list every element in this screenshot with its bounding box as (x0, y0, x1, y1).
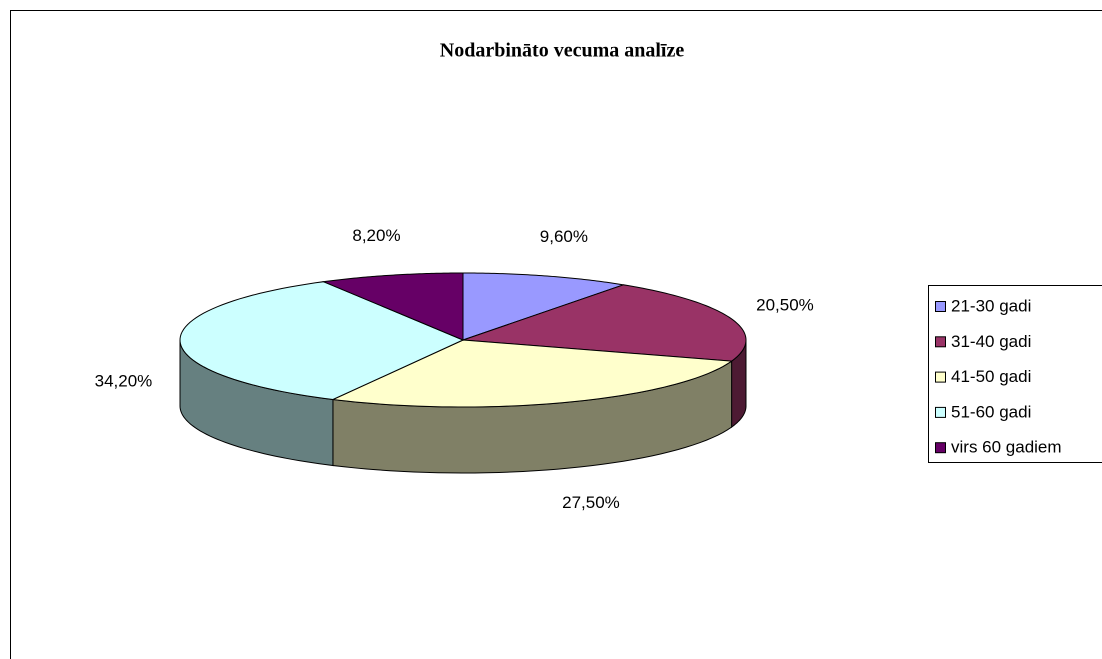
data-labels: 9,60% 20,50% 27,50% 34,20% 8,20% (95, 226, 814, 512)
legend-label: 21-30 gadi (951, 296, 1031, 315)
legend: 21-30 gadi 31-40 gadi 41-50 gadi 51-60 gadi… (935, 296, 1062, 457)
legend-swatch (935, 442, 946, 454)
data-label: 34,20% (95, 372, 153, 391)
legend-label: 51-60 gadi (951, 402, 1031, 421)
pie-tops (179, 272, 747, 408)
data-label: 8,20% (352, 226, 400, 245)
legend-swatch (935, 301, 946, 312)
legend-label: 31-40 gadi (951, 332, 1031, 351)
data-label: 27,50% (562, 493, 620, 512)
pie-sides (179, 339, 747, 474)
legend-swatch (935, 406, 946, 418)
legend-box (928, 285, 1102, 463)
data-label: 20,50% (756, 295, 814, 314)
pie-slice (462, 272, 624, 341)
chart-title: Nodarbināto vecuma analīze (440, 40, 685, 62)
data-label: 9,60% (540, 227, 588, 246)
pie-slice (462, 284, 747, 362)
legend-label: virs 60 gadiem (951, 438, 1062, 457)
legend-swatch (935, 336, 946, 348)
pie-slice (179, 281, 465, 401)
legend-label: 41-50 gadi (951, 367, 1031, 386)
pie-slice (331, 339, 734, 408)
legend-swatch (935, 371, 946, 383)
pie-slice (321, 272, 464, 341)
